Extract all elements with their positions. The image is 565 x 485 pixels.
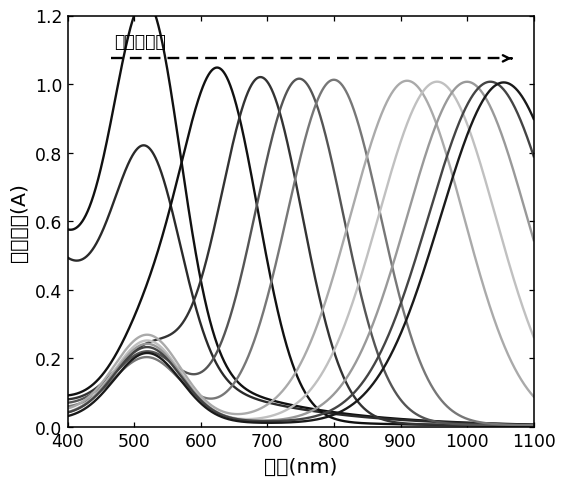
Y-axis label: 吸收强度(A): 吸收强度(A) [10,182,28,261]
Text: 硒酸銀用量: 硒酸銀用量 [114,32,166,50]
X-axis label: 波长(nm): 波长(nm) [264,457,337,476]
